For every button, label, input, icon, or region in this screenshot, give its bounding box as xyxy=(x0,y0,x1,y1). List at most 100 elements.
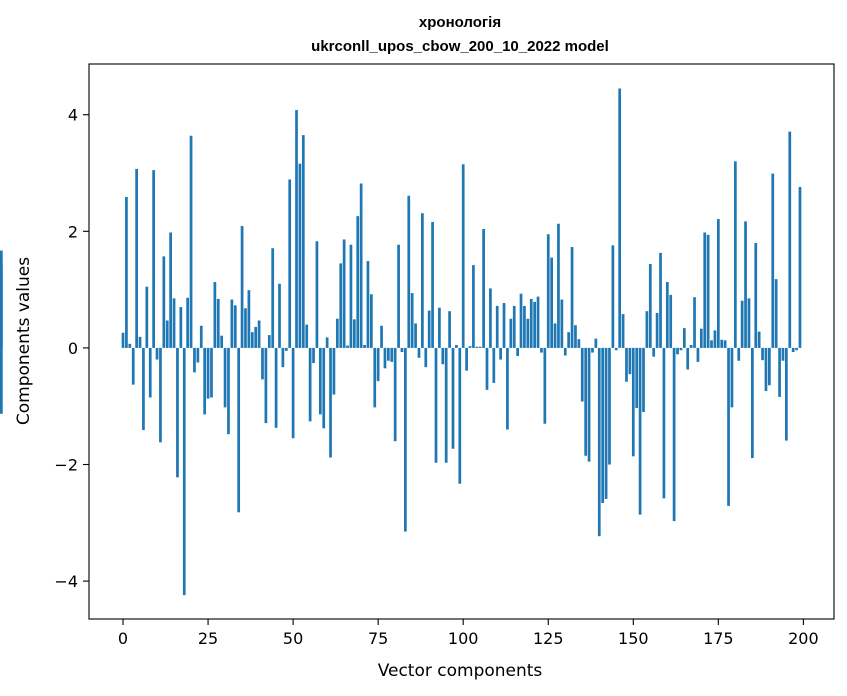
bar xyxy=(417,347,421,358)
bar xyxy=(369,294,373,348)
bar xyxy=(325,337,329,348)
bar xyxy=(162,256,166,348)
bar xyxy=(257,320,261,348)
bar xyxy=(778,347,781,397)
bar xyxy=(587,347,591,462)
bar xyxy=(421,213,424,348)
y-tick-label: −4 xyxy=(54,572,78,591)
bar xyxy=(176,347,179,478)
bar xyxy=(230,299,234,348)
bar xyxy=(288,179,292,348)
x-tick-label: 50 xyxy=(283,629,303,648)
bar xyxy=(672,347,676,522)
bar xyxy=(618,88,622,348)
bar xyxy=(250,332,254,348)
bar xyxy=(254,326,258,348)
bar xyxy=(352,319,356,348)
bar xyxy=(621,314,625,348)
bar xyxy=(332,347,336,395)
bar xyxy=(546,234,550,348)
bar xyxy=(781,347,785,361)
bar xyxy=(400,347,404,352)
bar xyxy=(339,263,343,348)
bar xyxy=(785,347,788,441)
bar xyxy=(594,338,598,348)
bar xyxy=(509,318,513,348)
bar xyxy=(148,347,152,398)
bar xyxy=(591,347,594,353)
bar xyxy=(635,347,639,408)
bar xyxy=(349,244,353,348)
bar xyxy=(247,290,251,348)
bar xyxy=(301,135,305,348)
bar xyxy=(444,347,448,463)
bar xyxy=(138,336,142,348)
bar xyxy=(560,299,564,348)
bar xyxy=(577,339,581,348)
bar xyxy=(390,347,394,362)
bar xyxy=(550,257,554,348)
bar xyxy=(716,219,720,348)
bar xyxy=(740,300,744,348)
bars-group xyxy=(0,88,802,596)
bar xyxy=(203,347,207,415)
y-axis-ticks: −4 −2 0 2 4 xyxy=(54,106,89,591)
bar xyxy=(791,347,795,352)
bar xyxy=(512,305,516,348)
bar xyxy=(359,183,363,348)
bar xyxy=(387,347,390,361)
bar xyxy=(665,282,669,348)
bar xyxy=(373,347,377,408)
bar xyxy=(516,347,519,357)
bar xyxy=(145,286,149,348)
bar xyxy=(570,247,574,348)
bar xyxy=(455,345,458,348)
bar xyxy=(751,347,754,459)
bar xyxy=(689,345,693,348)
bar xyxy=(482,228,485,348)
bar xyxy=(441,347,445,365)
bar xyxy=(774,279,778,348)
bar xyxy=(662,347,666,499)
bar xyxy=(169,232,172,348)
bar xyxy=(543,347,547,424)
bar xyxy=(431,221,434,348)
bar xyxy=(730,347,734,408)
bar xyxy=(407,195,411,348)
bar xyxy=(298,163,302,348)
y-tick-label: 4 xyxy=(68,106,78,125)
bar xyxy=(278,283,281,348)
bar xyxy=(240,226,244,348)
bar xyxy=(485,347,489,390)
bar xyxy=(495,305,499,348)
bar xyxy=(489,288,492,348)
bar xyxy=(172,298,176,348)
bar xyxy=(580,347,584,402)
bar xyxy=(186,297,190,348)
bar xyxy=(584,347,588,456)
bar xyxy=(693,297,696,348)
bar xyxy=(318,347,322,415)
bar xyxy=(567,332,571,348)
bar xyxy=(720,339,724,348)
bar xyxy=(461,164,465,348)
bar xyxy=(652,347,656,357)
bar xyxy=(189,135,193,348)
bar xyxy=(611,245,615,348)
bar xyxy=(563,347,567,356)
bar xyxy=(795,347,798,351)
bar xyxy=(397,244,400,348)
bar xyxy=(659,252,662,348)
bar xyxy=(261,347,264,380)
bar xyxy=(655,312,659,348)
bar xyxy=(264,347,268,424)
bar xyxy=(771,173,775,348)
bar xyxy=(502,303,506,348)
bar xyxy=(553,323,557,348)
bar xyxy=(196,347,200,363)
bar xyxy=(424,347,428,368)
bar xyxy=(193,347,196,373)
bar xyxy=(648,263,652,348)
bar xyxy=(366,261,370,348)
bar xyxy=(458,347,462,484)
